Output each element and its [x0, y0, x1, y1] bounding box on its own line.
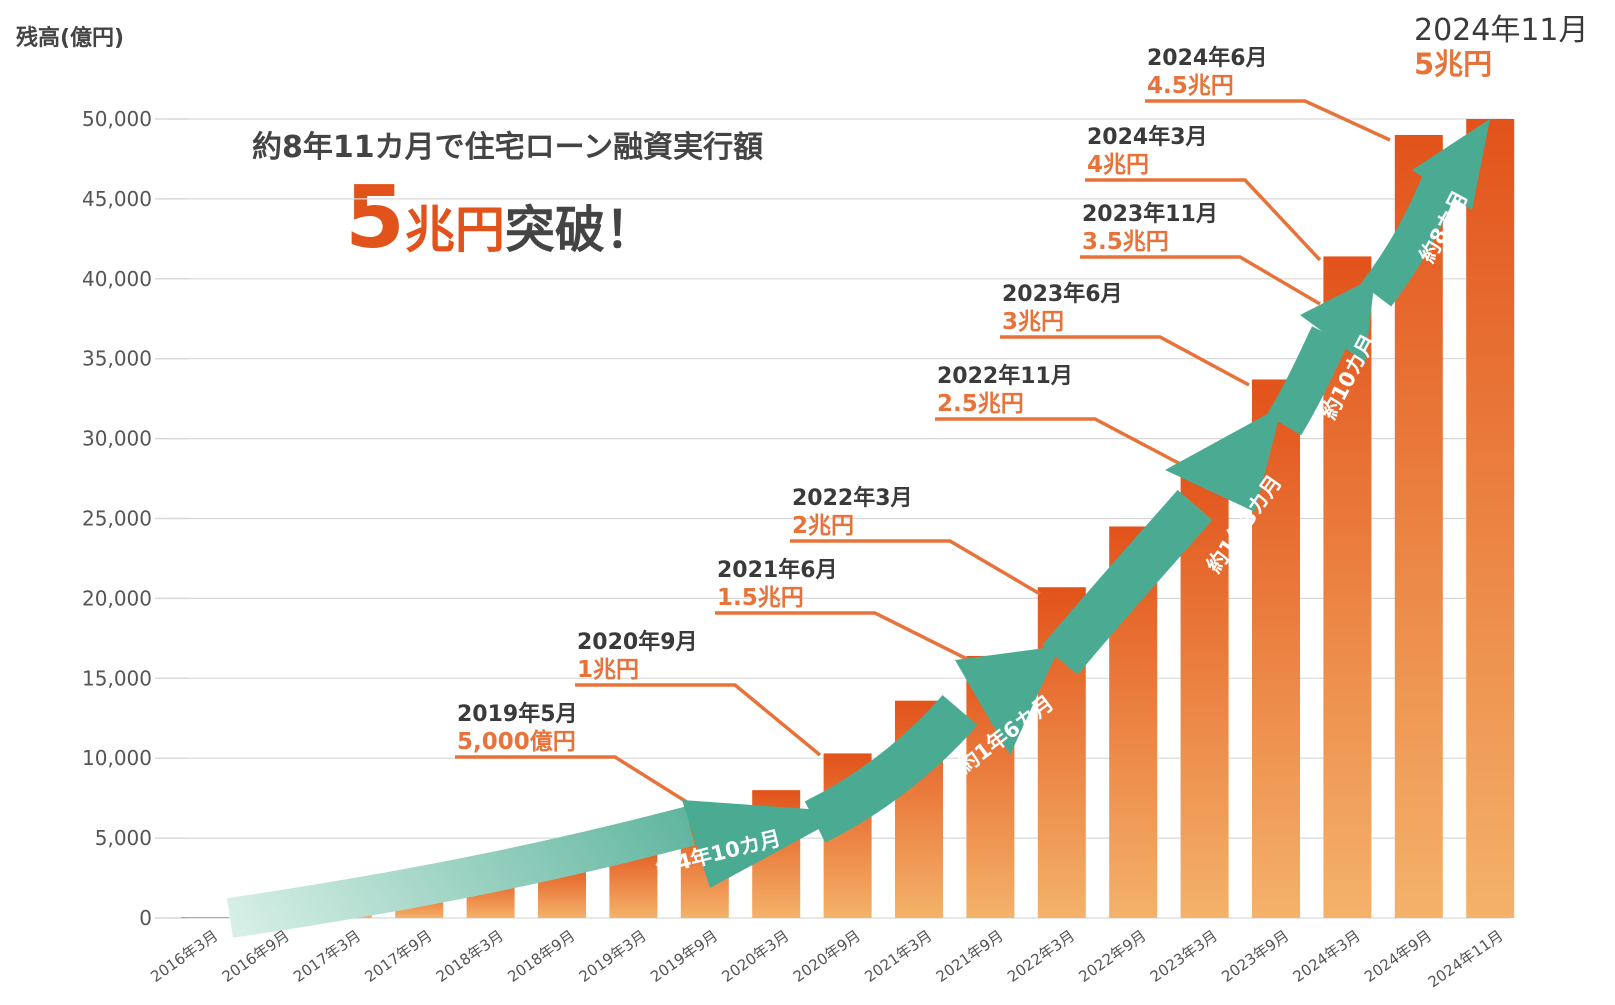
milestone-leader — [575, 683, 822, 757]
y-tick-label: 35,000 — [82, 347, 152, 371]
x-tick-label: 2020年9月 — [790, 927, 864, 986]
growth-arrow-body — [804, 694, 978, 843]
x-tick-label: 2018年3月 — [433, 927, 507, 986]
milestone-date: 2024年3月 — [1087, 124, 1208, 150]
x-tick-label: 2017年9月 — [362, 927, 436, 986]
x-tick-label: 2021年9月 — [933, 927, 1007, 986]
y-tick-label: 0 — [139, 906, 152, 930]
big-rest: 突破！ — [504, 201, 655, 259]
x-tick-label: 2022年9月 — [1076, 927, 1150, 986]
growth-arrow-segment — [227, 800, 850, 938]
growth-arrow-head — [1412, 119, 1490, 210]
growth-arrow-body — [227, 806, 696, 938]
milestone-date: 2024年11月 — [1414, 13, 1589, 48]
milestone-amount: 1兆円 — [577, 657, 639, 683]
milestone-amount: 4兆円 — [1087, 152, 1149, 178]
big-number: 5 — [345, 168, 405, 268]
milestone-date: 2021年6月 — [717, 557, 838, 583]
milestone-leader — [935, 417, 1187, 469]
growth-arrow-head — [1300, 277, 1375, 363]
y-tick-label: 30,000 — [82, 427, 152, 451]
x-tick-label: 2023年3月 — [1147, 927, 1221, 986]
growth-arrow-segment — [1042, 406, 1282, 675]
milestone-amount: 5兆円 — [1414, 47, 1492, 81]
milestone-leader — [1000, 335, 1250, 387]
x-tick-label: 2016年3月 — [147, 927, 221, 986]
x-tick-label: 2024年11月 — [1425, 927, 1507, 992]
y-tick-label: 10,000 — [82, 746, 152, 770]
growth-arrow-head — [682, 800, 850, 888]
milestone-amount: 5,000億円 — [457, 728, 576, 755]
milestone-amount: 2兆円 — [792, 513, 854, 539]
y-tick-label: 15,000 — [82, 666, 152, 690]
y-tick-label: 25,000 — [82, 507, 152, 531]
milestone-date: 2020年9月 — [577, 629, 698, 655]
y-tick-label: 20,000 — [82, 586, 152, 610]
y-tick-label: 50,000 — [82, 107, 152, 131]
x-tick-label: 2024年3月 — [1290, 927, 1364, 986]
y-tick-label: 40,000 — [82, 267, 152, 291]
milestone-leader — [1085, 178, 1322, 262]
x-tick-label: 2019年3月 — [576, 927, 650, 986]
milestone-date: 2023年11月 — [1082, 201, 1218, 227]
bar — [181, 917, 229, 918]
x-tick-label: 2020年3月 — [719, 927, 793, 986]
x-tick-label: 2016年9月 — [219, 927, 293, 986]
headline-text: 約8年11カ月で住宅ローン融資実行額 — [252, 130, 764, 165]
milestone-date: 2022年11月 — [937, 363, 1073, 389]
x-tick-label: 2022年3月 — [1004, 927, 1078, 986]
growth-arrow-head — [1165, 406, 1282, 512]
growth-arrow-segment — [1266, 277, 1375, 436]
milestone-leader — [715, 611, 976, 665]
growth-arrow-head — [955, 646, 1060, 755]
milestone-leader — [790, 539, 1041, 596]
growth-arrow-segment — [804, 646, 1060, 843]
x-tick-label: 2019年9月 — [647, 927, 721, 986]
x-tick-label: 2023年9月 — [1218, 927, 1292, 986]
growth-arrow-body — [1042, 489, 1213, 675]
milestone-amount: 4.5兆円 — [1147, 73, 1234, 99]
y-tick-label: 5,000 — [95, 826, 152, 850]
milestone-amount: 1.5兆円 — [717, 585, 804, 611]
milestone-date: 2024年6月 — [1147, 45, 1268, 71]
x-tick-label: 2021年3月 — [861, 927, 935, 986]
milestone-leader — [1145, 99, 1391, 142]
milestone-amount: 3.5兆円 — [1082, 229, 1169, 255]
y-axis-label: 残高(億円) — [16, 26, 125, 51]
y-tick-label: 45,000 — [82, 187, 152, 211]
milestone-leader — [1080, 255, 1321, 306]
x-tick-label: 2018年9月 — [504, 927, 578, 986]
milestone-amount: 3兆円 — [1002, 309, 1064, 335]
bar — [1466, 119, 1515, 918]
growth-arrow-body — [1266, 326, 1349, 436]
milestone-amount: 2.5兆円 — [937, 391, 1024, 417]
headline-big-number: 5兆円突破！ — [345, 168, 655, 268]
big-unit: 兆円 — [404, 201, 505, 259]
milestone-date: 2023年6月 — [1002, 281, 1123, 307]
milestone-date: 2022年3月 — [792, 485, 913, 511]
milestone-date: 2019年5月 — [457, 701, 578, 727]
x-tick-label: 2017年3月 — [290, 927, 364, 986]
growth-arrow-segment — [1360, 119, 1490, 307]
